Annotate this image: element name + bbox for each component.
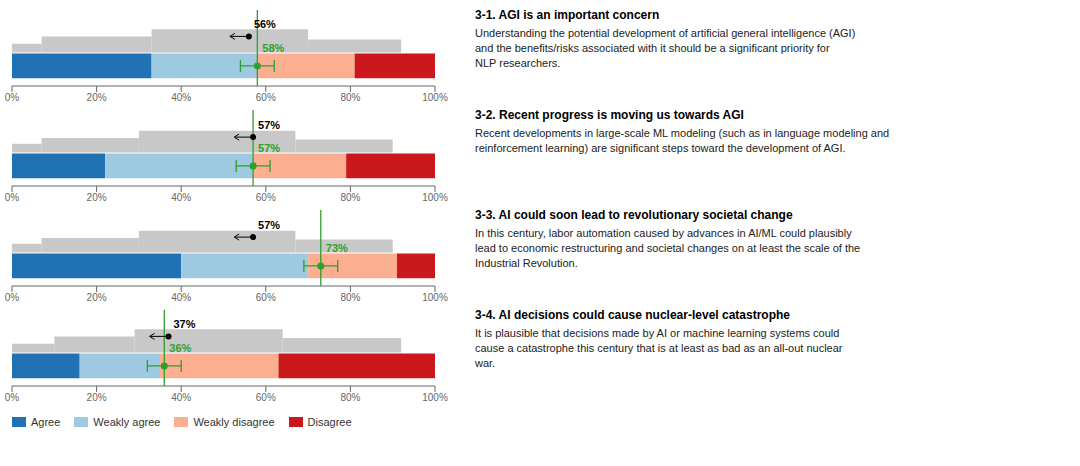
- svg-text:60%: 60%: [256, 192, 276, 203]
- svg-text:40%: 40%: [171, 392, 191, 403]
- svg-text:0%: 0%: [8, 192, 19, 203]
- html-text:Understanding the potential de: Understanding the potential development …: [475, 27, 856, 69]
- html-text:3-1. AGI is an important conce: 3-1. AGI is an important concern: [475, 8, 660, 22]
- svg-text:60%: 60%: [256, 92, 276, 103]
- svg-text:20%: 20%: [87, 392, 107, 403]
- svg-text:60%: 60%: [256, 292, 276, 303]
- svg-text:0%: 0%: [8, 292, 19, 303]
- svg-text:100%: 100%: [422, 192, 448, 203]
- svg-text:57%: 57%: [258, 219, 280, 231]
- svg-text:20%: 20%: [87, 92, 107, 103]
- svg-text:37%: 37%: [174, 318, 196, 330]
- html-text:Agree: Agree: [31, 416, 61, 428]
- svg-text:80%: 80%: [340, 392, 360, 403]
- svg-text:56%: 56%: [254, 18, 276, 30]
- svg-text:20%: 20%: [87, 192, 107, 203]
- svg-text:40%: 40%: [171, 292, 191, 303]
- svg-text:100%: 100%: [422, 392, 448, 403]
- svg-text:0%: 0%: [8, 392, 19, 403]
- svg-text:20%: 20%: [87, 292, 107, 303]
- svg-text:58%: 58%: [262, 42, 284, 54]
- svg-text:36%: 36%: [169, 342, 191, 354]
- html-text:3-2. Recent progress is moving: 3-2. Recent progress is moving us toward…: [475, 108, 744, 122]
- svg-text:60%: 60%: [256, 392, 276, 403]
- html-text:3-4. AI decisions could cause: 3-4. AI decisions could cause nuclear-le…: [475, 308, 790, 322]
- svg-text:80%: 80%: [340, 292, 360, 303]
- svg-text:40%: 40%: [171, 192, 191, 203]
- html-text:Weakly agree: Weakly agree: [93, 416, 161, 428]
- svg-text:100%: 100%: [422, 292, 448, 303]
- svg-text:100%: 100%: [422, 92, 448, 103]
- svg-text:57%: 57%: [258, 142, 280, 154]
- svg-text:0%: 0%: [8, 92, 19, 103]
- html-text:Disagree: Disagree: [307, 416, 352, 428]
- svg-text:57%: 57%: [258, 119, 280, 131]
- svg-text:80%: 80%: [340, 92, 360, 103]
- html-text:In this century, labor automat: In this century, labor automation caused…: [475, 227, 861, 269]
- html-text:3-3. AI could soon lead to rev: 3-3. AI could soon lead to revolutionary…: [475, 208, 793, 222]
- html-text:It is plausible that decisions: It is plausible that decisions made by A…: [475, 327, 843, 369]
- svg-text:73%: 73%: [326, 242, 348, 254]
- html-text:Weakly disagree: Weakly disagree: [193, 416, 275, 428]
- svg-text:80%: 80%: [340, 192, 360, 203]
- html-text:Recent developments in large-s: Recent developments in large-scale ML mo…: [475, 127, 890, 154]
- svg-text:40%: 40%: [171, 92, 191, 103]
